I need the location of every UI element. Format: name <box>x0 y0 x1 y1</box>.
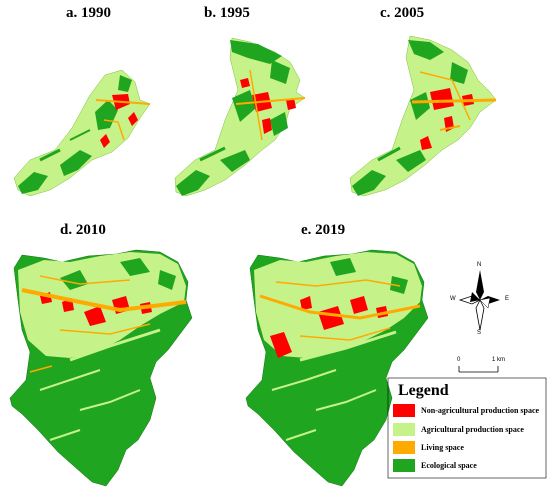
north-arrow-icon <box>458 270 500 331</box>
legend-label-living: Living space <box>421 442 464 452</box>
map-1995 <box>174 37 306 197</box>
panel-title-2005: c. 2005 <box>380 5 425 21</box>
scale-bar <box>458 366 499 373</box>
legend-item-ecological: Ecological space <box>393 458 477 472</box>
legend-title: Legend <box>398 382 449 399</box>
legend-swatch-agricultural <box>393 422 415 436</box>
compass-w-label: W <box>450 296 456 302</box>
map-1990 <box>13 69 151 197</box>
scale-end-label: 1 km <box>492 357 506 363</box>
legend-label-ecological: Ecological space <box>421 460 477 470</box>
legend-frame <box>387 377 547 479</box>
map-2005 <box>349 35 497 197</box>
panel-title-2019: e. 2019 <box>301 222 346 238</box>
panel-title-1995: b. 1995 <box>204 5 250 21</box>
compass-s-label: S <box>477 330 482 336</box>
panel-title-1990: a. 1990 <box>66 5 111 21</box>
legend-item-agricultural: Agricultural production space <box>393 422 524 436</box>
map-2019 <box>245 249 429 487</box>
compass-e-label: E <box>505 296 510 302</box>
legend-swatch-ecological <box>393 458 415 472</box>
legend-swatch-living <box>393 440 415 454</box>
scale-start-label: 0 <box>457 357 461 363</box>
legend-item-non-agricultural: Non-agricultural production space <box>393 403 539 417</box>
legend-item-living: Living space <box>393 440 464 454</box>
compass-n-label: N <box>477 262 482 268</box>
panel-title-2010: d. 2010 <box>60 222 106 238</box>
map-2010 <box>9 249 193 487</box>
legend-label-agricultural: Agricultural production space <box>421 424 524 434</box>
legend-swatch-non-agricultural <box>393 403 415 417</box>
legend-label-non-agricultural: Non-agricultural production space <box>421 405 540 415</box>
